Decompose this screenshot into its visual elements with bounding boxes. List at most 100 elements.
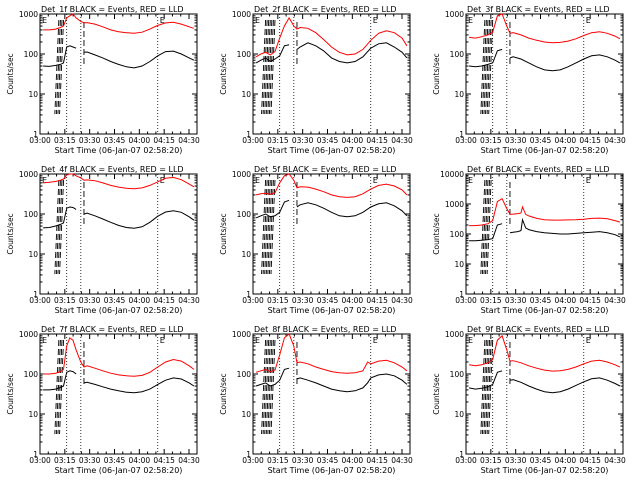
dashed-marker-line: [267, 19, 273, 115]
event-marker-label: E: [586, 16, 591, 25]
x-axis-label: Start Time (06-Jan-07 02:58:20): [55, 306, 183, 315]
x-tick-label: 03:45: [317, 456, 339, 465]
series-line-lld: [255, 16, 408, 58]
x-tick-label: 03:45: [317, 296, 339, 305]
series-line-lld: [469, 13, 621, 44]
panel-det-5f: Det_5f BLACK = Events, RED = LLD 1 10 100 10…: [219, 165, 413, 315]
y-axis-label: Counts/sec: [6, 213, 15, 254]
y-tick-label: 1: [246, 290, 251, 299]
panel-title: Det_1f BLACK = Events, RED = LLD: [41, 5, 184, 14]
x-tick-label: 04:15: [366, 456, 388, 465]
x-tick-label: 04:30: [391, 456, 413, 465]
dashed-marker-line: [270, 339, 276, 435]
y-tick-label: 1: [33, 130, 38, 139]
y-tick-label: 1000: [19, 330, 38, 339]
x-tick-label: 03:45: [104, 456, 126, 465]
y-tick-label: 10: [454, 410, 464, 419]
plot-frame: [39, 13, 198, 135]
x-tick-label: 03:15: [480, 296, 502, 305]
dashed-marker-line: [262, 339, 268, 435]
panel-title: Det_3f BLACK = Events, RED = LLD: [467, 5, 610, 14]
dashed-marker-line: [55, 19, 61, 115]
x-tick-label: 03:00: [242, 136, 264, 145]
series-line-lld: [255, 173, 408, 198]
y-axis-label: Counts/sec: [432, 213, 441, 254]
dashed-marker-line: [267, 339, 273, 435]
y-tick-label: 10: [454, 90, 464, 99]
x-tick-label: 03:15: [267, 456, 289, 465]
x-tick-label: 04:00: [129, 296, 151, 305]
x-tick-label: 03:00: [29, 296, 51, 305]
x-tick-label: 03:30: [79, 136, 101, 145]
y-tick-label: 1: [246, 130, 251, 139]
dashed-marker-line: [483, 179, 489, 275]
x-tick-label: 03:30: [292, 296, 314, 305]
y-tick-label: 1: [459, 130, 464, 139]
series-line-lld: [43, 337, 195, 377]
panel-title: Det_2f BLACK = Events, RED = LLD: [254, 5, 397, 14]
panel-title: Det_9f BLACK = Events, RED = LLD: [467, 325, 610, 334]
x-tick-label: 04:00: [342, 296, 364, 305]
event-marker-label: E: [468, 16, 473, 25]
dashed-marker-line: [261, 19, 267, 115]
series-line-lld: [469, 197, 621, 227]
y-axis-label: Counts/sec: [6, 373, 15, 414]
series-line-lld: [43, 173, 195, 190]
x-tick-label: 04:30: [178, 136, 200, 145]
panel-det-9f: Det_9f BLACK = Events, RED = LLD 1 10 100 10…: [432, 325, 626, 475]
y-tick-label: 10: [241, 90, 251, 99]
event-marker-label: E: [42, 16, 47, 25]
x-tick-label: 04:30: [604, 136, 626, 145]
y-tick-label: 100: [450, 230, 465, 239]
x-tick-label: 03:45: [104, 296, 126, 305]
dashed-marker-line: [57, 179, 63, 275]
dashed-marker-line: [264, 19, 270, 115]
panel-det-1f: Det_1f BLACK = Events, RED = LLD 1 10 100 10…: [6, 5, 200, 155]
panel-det-6f: Det_6f BLACK = Events, RED = LLD 1 10 100 10…: [432, 165, 626, 315]
y-tick-label: 1000: [19, 10, 38, 19]
event-marker-label: E: [586, 336, 591, 345]
event-marker-label: E: [468, 176, 473, 185]
y-tick-label: 1: [33, 290, 38, 299]
x-tick-label: 03:15: [54, 456, 76, 465]
x-axis-label: Start Time (06-Jan-07 02:58:20): [55, 466, 183, 475]
x-tick-label: 03:30: [505, 296, 527, 305]
dashed-marker-line: [267, 179, 273, 275]
x-tick-label: 03:00: [242, 456, 264, 465]
dashed-marker-line: [265, 339, 271, 435]
x-tick-label: 04:15: [153, 136, 175, 145]
dashed-marker-line: [59, 179, 64, 275]
panel-det-4f: Det_4f BLACK = Events, RED = LLD 1 10 100 10…: [6, 165, 200, 315]
event-marker-label: E: [586, 176, 591, 185]
y-axis-label: Counts/sec: [219, 373, 228, 414]
x-tick-label: 03:00: [455, 136, 477, 145]
dashed-marker-line: [55, 179, 61, 275]
y-tick-label: 10: [28, 250, 38, 259]
series-line-lld: [469, 334, 621, 372]
x-tick-label: 03:45: [530, 136, 552, 145]
y-tick-label: 10000: [440, 170, 464, 179]
dashed-marker-line: [481, 339, 487, 435]
y-tick-label: 1000: [445, 330, 464, 339]
dashed-marker-line: [264, 339, 270, 435]
x-tick-label: 04:00: [342, 456, 364, 465]
x-tick-label: 04:00: [555, 136, 577, 145]
series-line-events: [43, 370, 195, 394]
dashed-marker-line: [485, 179, 490, 275]
x-tick-label: 03:15: [267, 296, 289, 305]
x-tick-label: 03:15: [480, 136, 502, 145]
y-tick-label: 100: [237, 370, 252, 379]
x-tick-label: 03:00: [455, 456, 477, 465]
series-line-events: [469, 370, 621, 394]
dashed-marker-line: [261, 179, 267, 275]
plot-frame: [252, 13, 411, 135]
event-marker-label: E: [42, 336, 47, 345]
panel-title: Det_7f BLACK = Events, RED = LLD: [41, 325, 184, 334]
dashed-marker-line: [268, 179, 274, 275]
y-tick-label: 1: [459, 450, 464, 459]
dashed-marker-line: [480, 179, 486, 275]
x-axis-label: Start Time (06-Jan-07 02:58:20): [55, 146, 183, 155]
x-tick-label: 04:15: [579, 136, 601, 145]
event-marker-label: E: [255, 176, 260, 185]
series-line-lld: [255, 333, 408, 374]
